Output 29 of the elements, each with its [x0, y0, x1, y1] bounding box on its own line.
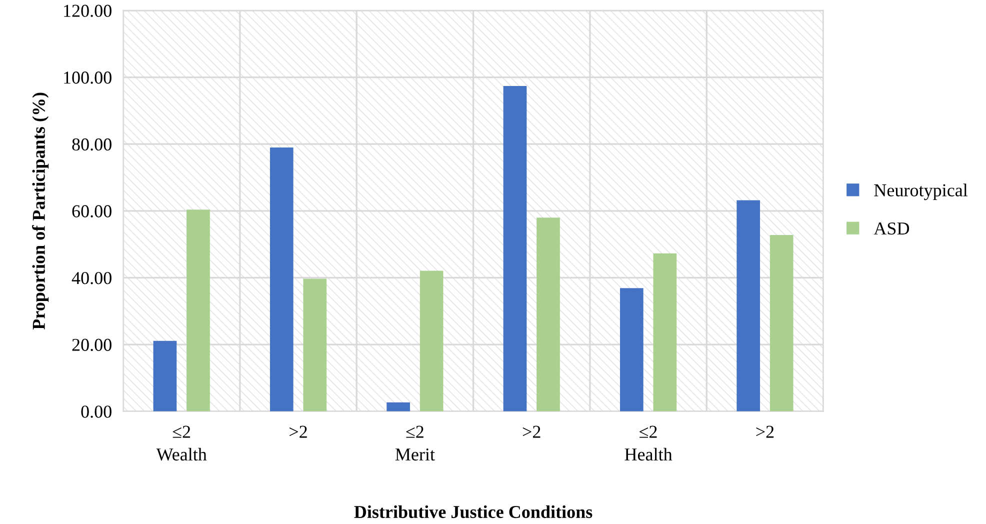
x-tick-label: ≤2 Health — [624, 426, 672, 461]
bar — [620, 288, 644, 412]
x-tick-label: ≤2 Wealth — [156, 426, 207, 461]
legend-label: Neurotypical — [874, 184, 968, 200]
x-axis-title: Distributive Justice Conditions — [354, 505, 592, 518]
bar — [270, 147, 294, 412]
x-tick-label: >2 — [522, 426, 540, 438]
y-tick-label: 60.00 — [72, 205, 112, 218]
y-tick-label: 20.00 — [72, 338, 112, 352]
x-tick-label: >2 — [290, 426, 307, 438]
bar — [503, 86, 527, 412]
y-tick-label: 100.00 — [64, 72, 112, 84]
bar — [186, 210, 210, 412]
bar — [303, 278, 327, 412]
bar — [420, 270, 444, 412]
y-tick-label: 0.00 — [81, 406, 112, 418]
y-tick-label: 80.00 — [72, 138, 112, 151]
bar — [736, 200, 760, 412]
x-tick-label: ≤2 Merit — [395, 426, 435, 461]
y-axis-title: Proportion of Participants (%) — [32, 92, 49, 330]
x-tick-label: >2 — [756, 426, 774, 438]
y-tick-label: 40.00 — [72, 272, 112, 284]
legend-label: ASD — [874, 222, 910, 235]
y-tick-label: 120.00 — [64, 4, 112, 17]
bar — [770, 234, 794, 412]
bar — [536, 218, 560, 412]
bar — [653, 253, 677, 412]
bar — [386, 402, 410, 412]
bar — [153, 340, 177, 412]
